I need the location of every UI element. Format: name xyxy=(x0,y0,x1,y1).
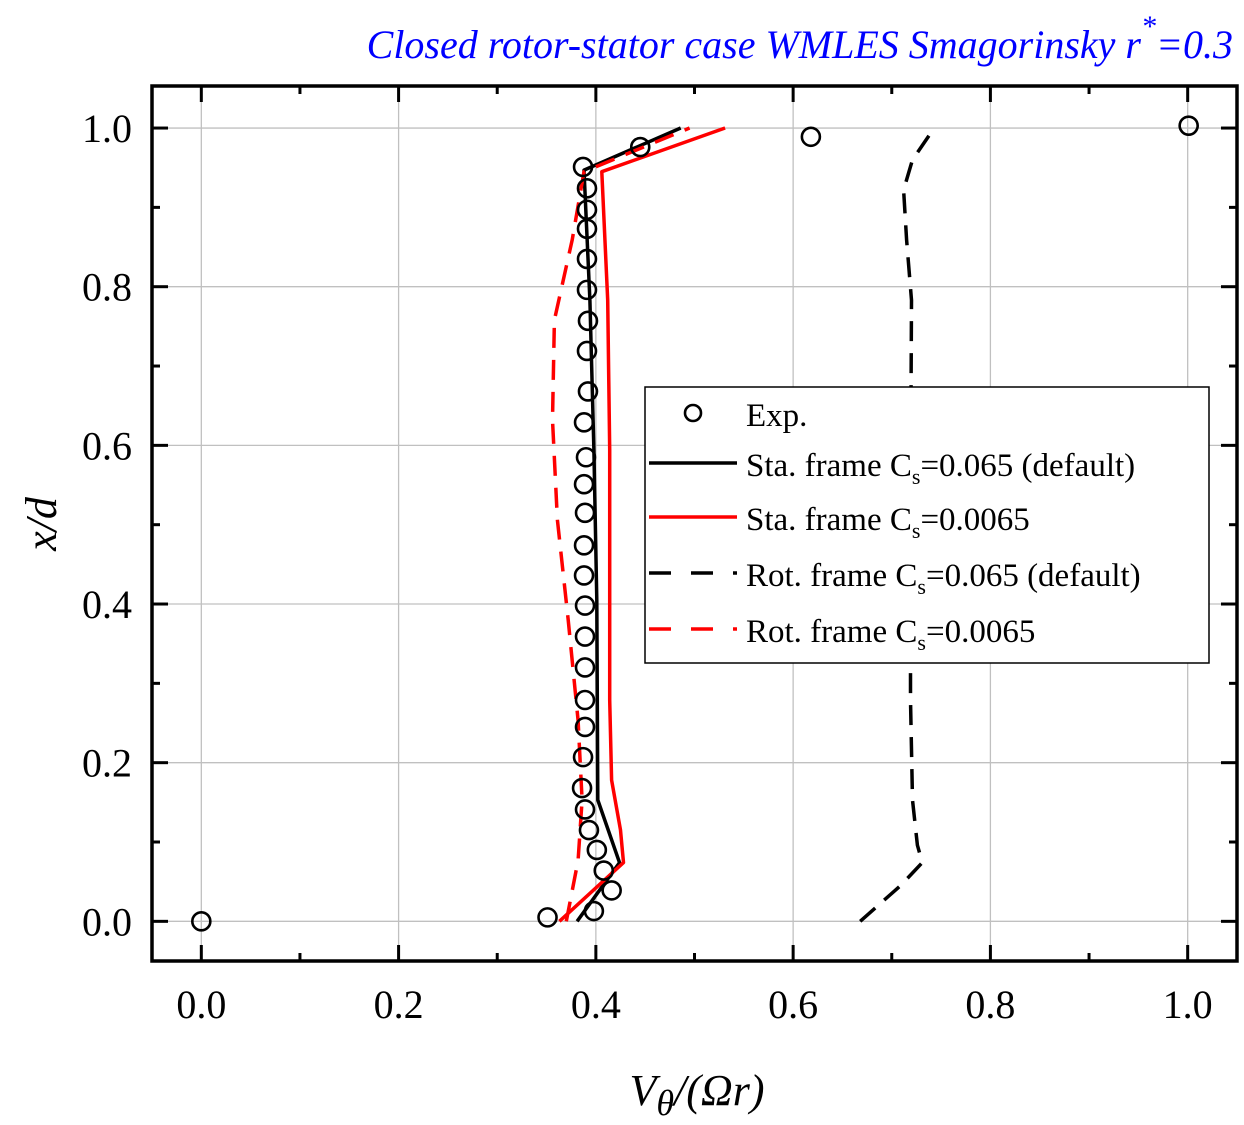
exp-data-point xyxy=(629,136,651,158)
x-axis-title-main: V xyxy=(629,1066,661,1115)
legend-label-post: =0.0065 xyxy=(920,502,1029,538)
axes xyxy=(150,84,1239,963)
legend-label-3: Rot. frame Cs=0.065 (default) xyxy=(746,558,1141,599)
y-tick-label: 0.0 xyxy=(82,899,132,944)
exp-data-point xyxy=(572,156,594,178)
y-tick-label: 1.0 xyxy=(82,106,132,151)
exp-data-point xyxy=(1178,115,1199,136)
exp-data-point xyxy=(586,839,608,861)
series-line-1 xyxy=(575,126,682,923)
exp-data-point xyxy=(574,657,596,678)
legend-label-sub: s xyxy=(912,464,921,489)
x-tick-label: 0.6 xyxy=(768,982,818,1027)
exp-data-point xyxy=(573,412,595,433)
plot-area xyxy=(191,115,1199,932)
x-tick-label: 0.0 xyxy=(176,982,226,1027)
chart-title-main: Closed rotor-stator case WMLES Smagorins… xyxy=(367,22,1142,67)
legend-label-2: Sta. frame Cs=0.0065 xyxy=(746,502,1030,543)
legend: Exp.Sta. frame Cs=0.065 (default)Sta. fr… xyxy=(644,386,1210,664)
series-line-2 xyxy=(558,126,726,923)
exp-data-point xyxy=(574,595,596,616)
exp-data-point xyxy=(537,907,558,928)
y-tick-label: 0.4 xyxy=(82,582,132,627)
legend-label-pre: Sta. frame C xyxy=(746,448,912,484)
legend-label-post: =0.065 (default) xyxy=(920,448,1135,484)
legend-label-1: Sta. frame Cs=0.065 (default) xyxy=(746,448,1135,489)
legend-label-4: Rot. frame Cs=0.0065 xyxy=(746,614,1035,655)
series-line-3 xyxy=(859,127,936,923)
exp-data-point xyxy=(573,535,595,556)
exp-data-point xyxy=(601,880,622,901)
chart-title: Closed rotor-stator case WMLES Smagorins… xyxy=(367,10,1233,67)
exp-data-point xyxy=(577,310,599,332)
exp-data-point xyxy=(575,446,597,468)
chart-title-superscript: * xyxy=(1141,10,1156,43)
legend-marker-exp xyxy=(683,403,703,423)
legend-label-sub: s xyxy=(917,574,926,599)
exp-data-point xyxy=(576,279,598,301)
exp-data-point xyxy=(577,381,599,402)
x-axis-title-sub: θ xyxy=(656,1083,674,1123)
y-tick-label: 0.2 xyxy=(82,741,132,786)
x-axis-title-rest: /(Ωr) xyxy=(671,1066,764,1115)
exp-data-point xyxy=(578,819,600,841)
x-tick-label: 0.8 xyxy=(965,982,1015,1027)
legend-label-sub: s xyxy=(912,518,921,543)
exp-data-point xyxy=(576,340,598,362)
exp-data-point xyxy=(574,716,596,738)
exp-data-point xyxy=(800,126,822,148)
legend-label-post: =0.0065 xyxy=(926,614,1035,650)
y-axis-title: x/d xyxy=(17,496,66,552)
x-tick-label: 0.2 xyxy=(374,982,424,1027)
exp-data-point xyxy=(576,178,598,199)
exp-data-point xyxy=(574,689,596,711)
series-line-4 xyxy=(550,126,691,922)
y-tick-label: 0.6 xyxy=(82,423,132,468)
legend-box xyxy=(644,386,1210,664)
legend-label-0: Exp. xyxy=(746,398,807,434)
tick-labels: 0.0 0.2 0.4 0.6 0.8 1.0 0.0 0.2 0.4 0.6 0.8 1.0 xyxy=(82,106,1213,1027)
x-tick-label: 0.4 xyxy=(571,982,621,1027)
legend-label-pre: Rot. frame C xyxy=(746,614,917,650)
chart-title-text: Closed rotor-stator case WMLES Smagorins… xyxy=(367,10,1233,67)
exp-data-point xyxy=(574,626,596,647)
exp-data-point xyxy=(593,860,615,881)
legend-label-pre: Sta. frame C xyxy=(746,502,912,538)
exp-data-point xyxy=(191,911,212,932)
x-tick-label: 1.0 xyxy=(1163,982,1213,1027)
exp-data-point xyxy=(574,799,596,820)
chart-title-suffix: =0.3 xyxy=(1156,22,1233,67)
exp-data-point xyxy=(576,248,598,270)
exp-data-point xyxy=(573,565,595,586)
exp-data-point xyxy=(571,777,593,799)
exp-data-point xyxy=(574,502,596,524)
legend-label-pre: Rot. frame C xyxy=(746,558,917,594)
exp-data-point xyxy=(576,199,598,221)
x-axis-title: Vθ/(Ωr) xyxy=(629,1066,764,1123)
exp-data-point xyxy=(583,900,605,922)
legend-label-post: =0.065 (default) xyxy=(926,558,1141,594)
exp-data-point xyxy=(573,473,595,495)
legend-label-sub: s xyxy=(917,630,926,655)
exp-data-point xyxy=(572,746,594,768)
y-tick-label: 0.8 xyxy=(82,265,132,310)
